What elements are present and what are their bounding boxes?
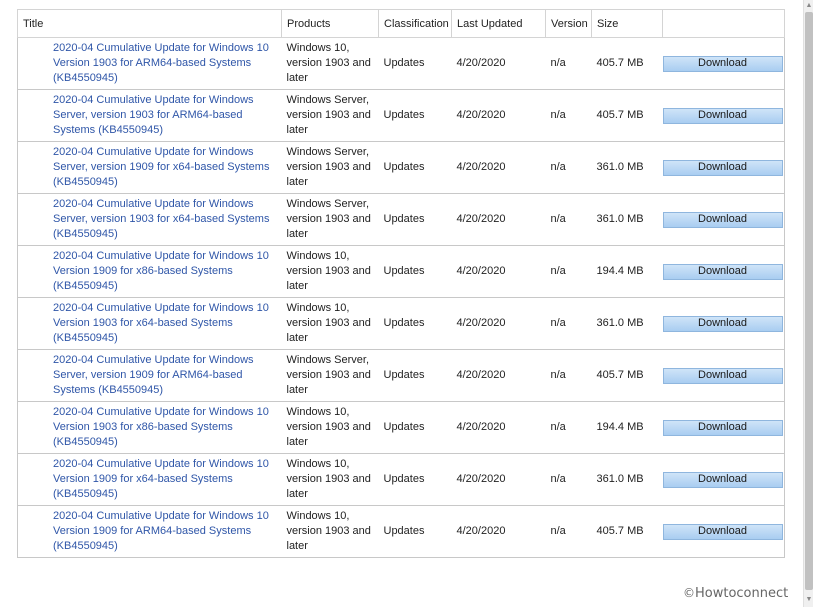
table-row: 2020-04 Cumulative Update for Windows 10… xyxy=(17,505,785,558)
table-row: 2020-04 Cumulative Update for Windows 10… xyxy=(17,37,785,90)
products-cell: Windows Server, version 1903 and later xyxy=(281,89,379,142)
classification-cell: Updates xyxy=(378,401,452,454)
watermark-text: Howtoconnect xyxy=(695,586,789,601)
size-cell: 405.7 MB xyxy=(591,349,663,402)
version-cell: n/a xyxy=(545,401,592,454)
table-row: 2020-04 Cumulative Update for Windows 10… xyxy=(17,245,785,298)
table-row: 2020-04 Cumulative Update for Windows Se… xyxy=(17,193,785,246)
column-header-products[interactable]: Products xyxy=(281,9,379,38)
version-cell: n/a xyxy=(545,245,592,298)
version-cell: n/a xyxy=(545,453,592,506)
classification-cell: Updates xyxy=(378,453,452,506)
download-button[interactable]: Download xyxy=(662,159,783,176)
size-cell: 405.7 MB xyxy=(591,37,663,90)
last-updated-cell: 4/20/2020 xyxy=(451,89,546,142)
download-button[interactable]: Download xyxy=(662,367,783,384)
column-header-classification[interactable]: Classification xyxy=(378,9,452,38)
size-cell: 405.7 MB xyxy=(591,89,663,142)
scroll-up-arrow-icon[interactable]: ▲ xyxy=(805,2,813,9)
results-table: Title Products Classification Last Updat… xyxy=(17,9,785,558)
vertical-scrollbar[interactable]: ▲ ▼ xyxy=(803,0,813,607)
download-button[interactable]: Download xyxy=(662,471,783,488)
version-cell: n/a xyxy=(545,505,592,558)
top-strip xyxy=(0,0,813,8)
update-title-link[interactable]: 2020-04 Cumulative Update for Windows Se… xyxy=(53,94,254,136)
products-cell: Windows 10, version 1903 and later xyxy=(281,37,379,90)
column-header-size[interactable]: Size xyxy=(591,9,663,38)
download-button[interactable]: Download xyxy=(662,315,783,332)
update-title-link[interactable]: 2020-04 Cumulative Update for Windows 10… xyxy=(53,42,269,84)
table-row: 2020-04 Cumulative Update for Windows 10… xyxy=(17,453,785,506)
products-cell: Windows Server, version 1903 and later xyxy=(281,193,379,246)
table-row: 2020-04 Cumulative Update for Windows Se… xyxy=(17,141,785,194)
update-title-link[interactable]: 2020-04 Cumulative Update for Windows 10… xyxy=(53,510,269,552)
size-cell: 194.4 MB xyxy=(591,401,663,454)
version-cell: n/a xyxy=(545,193,592,246)
classification-cell: Updates xyxy=(378,349,452,402)
scroll-down-arrow-icon[interactable]: ▼ xyxy=(805,596,813,603)
size-cell: 361.0 MB xyxy=(591,297,663,350)
classification-cell: Updates xyxy=(378,505,452,558)
classification-cell: Updates xyxy=(378,141,452,194)
update-title-link[interactable]: 2020-04 Cumulative Update for Windows 10… xyxy=(53,458,269,500)
size-cell: 361.0 MB xyxy=(591,193,663,246)
version-cell: n/a xyxy=(545,297,592,350)
classification-cell: Updates xyxy=(378,89,452,142)
last-updated-cell: 4/20/2020 xyxy=(451,37,546,90)
watermark: ©Howtoconnect xyxy=(683,586,788,601)
download-button[interactable]: Download xyxy=(662,55,783,72)
size-cell: 361.0 MB xyxy=(591,141,663,194)
version-cell: n/a xyxy=(545,141,592,194)
version-cell: n/a xyxy=(545,89,592,142)
table-header-row: Title Products Classification Last Updat… xyxy=(17,9,785,38)
size-cell: 194.4 MB xyxy=(591,245,663,298)
update-title-link[interactable]: 2020-04 Cumulative Update for Windows 10… xyxy=(53,250,269,292)
version-cell: n/a xyxy=(545,37,592,90)
table-row: 2020-04 Cumulative Update for Windows Se… xyxy=(17,89,785,142)
classification-cell: Updates xyxy=(378,245,452,298)
update-title-link[interactable]: 2020-04 Cumulative Update for Windows 10… xyxy=(53,302,269,344)
column-header-action xyxy=(662,9,785,38)
table-row: 2020-04 Cumulative Update for Windows 10… xyxy=(17,401,785,454)
last-updated-cell: 4/20/2020 xyxy=(451,245,546,298)
products-cell: Windows Server, version 1903 and later xyxy=(281,141,379,194)
products-cell: Windows 10, version 1903 and later xyxy=(281,401,379,454)
column-header-version[interactable]: Version xyxy=(545,9,592,38)
download-button[interactable]: Download xyxy=(662,523,783,540)
size-cell: 405.7 MB xyxy=(591,505,663,558)
size-cell: 361.0 MB xyxy=(591,453,663,506)
column-header-last-updated[interactable]: Last Updated xyxy=(451,9,546,38)
table-row: 2020-04 Cumulative Update for Windows 10… xyxy=(17,297,785,350)
last-updated-cell: 4/20/2020 xyxy=(451,453,546,506)
products-cell: Windows 10, version 1903 and later xyxy=(281,453,379,506)
update-title-link[interactable]: 2020-04 Cumulative Update for Windows Se… xyxy=(53,354,254,396)
last-updated-cell: 4/20/2020 xyxy=(451,193,546,246)
update-title-link[interactable]: 2020-04 Cumulative Update for Windows 10… xyxy=(53,406,269,448)
last-updated-cell: 4/20/2020 xyxy=(451,505,546,558)
download-button[interactable]: Download xyxy=(662,419,783,436)
version-cell: n/a xyxy=(545,349,592,402)
copyright-icon: © xyxy=(683,586,695,600)
update-title-link[interactable]: 2020-04 Cumulative Update for Windows Se… xyxy=(53,198,270,240)
products-cell: Windows 10, version 1903 and later xyxy=(281,297,379,350)
products-cell: Windows 10, version 1903 and later xyxy=(281,245,379,298)
products-cell: Windows Server, version 1903 and later xyxy=(281,349,379,402)
download-button[interactable]: Download xyxy=(662,263,783,280)
update-title-link[interactable]: 2020-04 Cumulative Update for Windows Se… xyxy=(53,146,270,188)
download-button[interactable]: Download xyxy=(662,107,783,124)
classification-cell: Updates xyxy=(378,193,452,246)
last-updated-cell: 4/20/2020 xyxy=(451,297,546,350)
last-updated-cell: 4/20/2020 xyxy=(451,349,546,402)
download-button[interactable]: Download xyxy=(662,211,783,228)
classification-cell: Updates xyxy=(378,297,452,350)
last-updated-cell: 4/20/2020 xyxy=(451,141,546,194)
classification-cell: Updates xyxy=(378,37,452,90)
last-updated-cell: 4/20/2020 xyxy=(451,401,546,454)
table-row: 2020-04 Cumulative Update for Windows Se… xyxy=(17,349,785,402)
column-header-title[interactable]: Title xyxy=(17,9,282,38)
products-cell: Windows 10, version 1903 and later xyxy=(281,505,379,558)
scroll-thumb[interactable] xyxy=(805,12,813,590)
